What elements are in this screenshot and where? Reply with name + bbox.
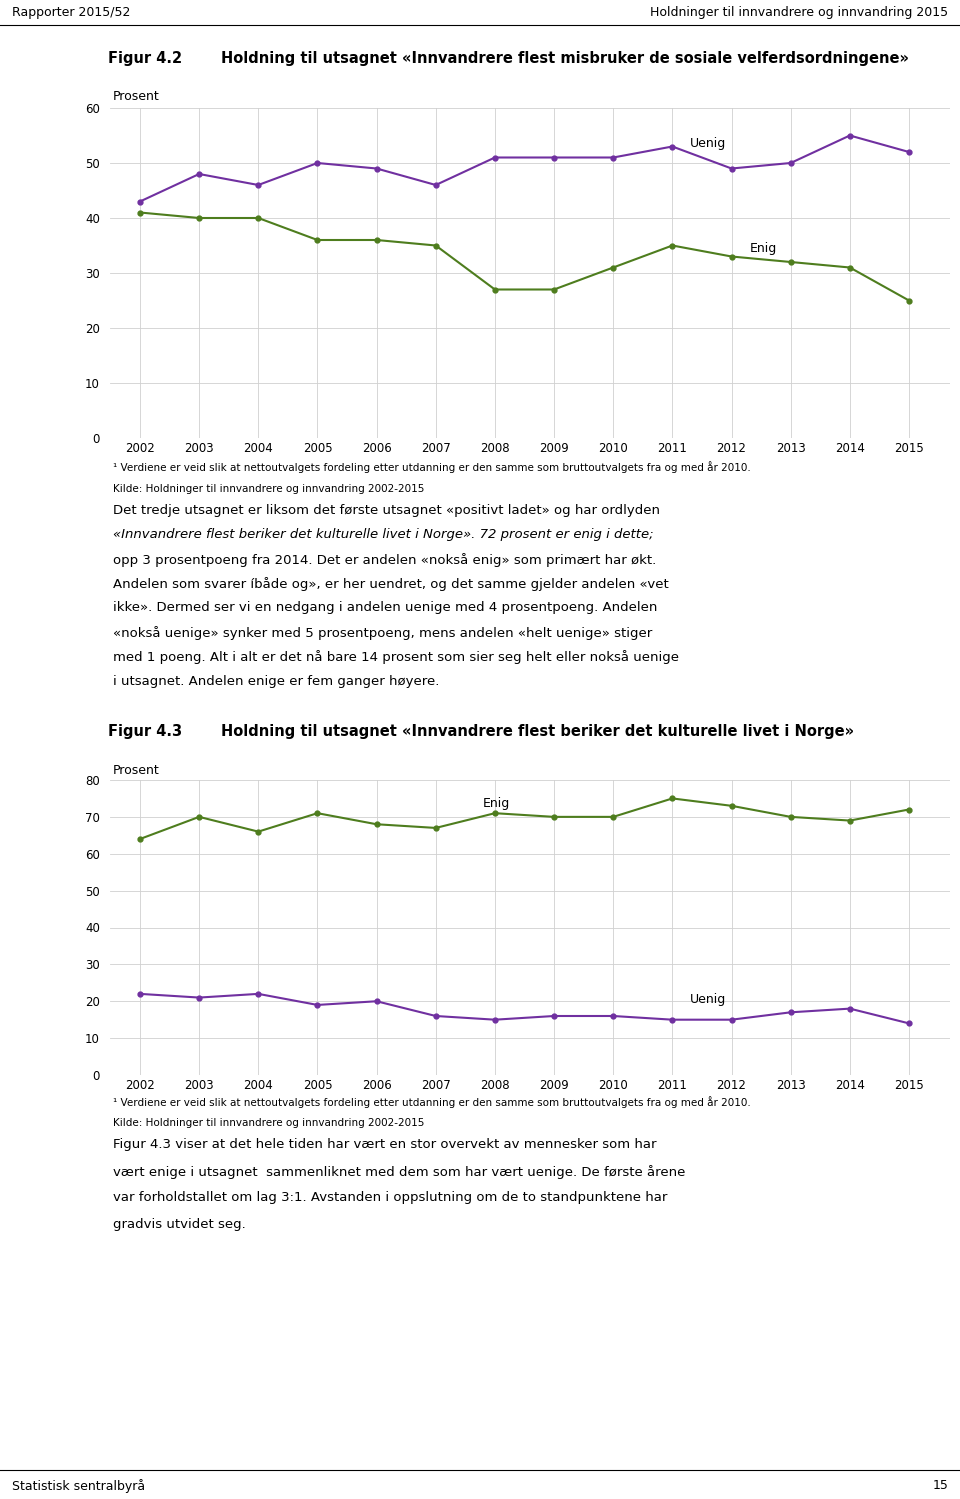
Text: gradvis utvidet seg.: gradvis utvidet seg. (113, 1219, 246, 1231)
Text: opp 3 prosentpoeng fra 2014. Det er andelen «nokså enig» som primært har økt.: opp 3 prosentpoeng fra 2014. Det er ande… (113, 553, 657, 567)
Text: Statistisk sentralbyrå: Statistisk sentralbyrå (12, 1480, 145, 1493)
Text: Rapporter 2015/52: Rapporter 2015/52 (12, 6, 130, 19)
Text: Uenig: Uenig (690, 138, 727, 150)
Text: Prosent: Prosent (113, 90, 159, 103)
Text: Enig: Enig (483, 797, 511, 811)
Text: var forholdstallet om lag 3:1. Avstanden i oppslutning om de to standpunktene ha: var forholdstallet om lag 3:1. Avstanden… (113, 1192, 667, 1204)
Text: Figur 4.2: Figur 4.2 (108, 51, 182, 66)
Text: Uenig: Uenig (690, 992, 727, 1006)
Text: ikke». Dermed ser vi en nedgang i andelen uenige med 4 prosentpoeng. Andelen: ikke». Dermed ser vi en nedgang i andele… (113, 601, 658, 615)
Text: Enig: Enig (749, 241, 777, 255)
Text: «Innvandrere flest beriker det kulturelle livet i Norge». 72 prosent er enig i d: «Innvandrere flest beriker det kulturell… (113, 528, 654, 541)
Text: vært enige i utsagnet  sammenliknet med dem som har vært uenige. De første årene: vært enige i utsagnet sammenliknet med d… (113, 1165, 685, 1178)
Text: Prosent: Prosent (113, 764, 159, 778)
Text: ¹ Verdiene er veid slik at nettoutvalgets fordeling etter utdanning er den samme: ¹ Verdiene er veid slik at nettoutvalget… (113, 460, 751, 472)
Text: Holdning til utsagnet «Innvandrere flest misbruker de sosiale velferdsordningene: Holdning til utsagnet «Innvandrere flest… (221, 51, 909, 66)
Text: Det tredje utsagnet er liksom det første utsagnet «positivt ladet» og har ordlyd: Det tredje utsagnet er liksom det første… (113, 504, 660, 517)
Text: 15: 15 (932, 1480, 948, 1493)
Text: «nokså uenige» synker med 5 prosentpoeng, mens andelen «helt uenige» stiger: «nokså uenige» synker med 5 prosentpoeng… (113, 625, 653, 640)
Text: Holdning til utsagnet «Innvandrere flest beriker det kulturelle livet i Norge»: Holdning til utsagnet «Innvandrere flest… (221, 724, 854, 739)
Text: Figur 4.3 viser at det hele tiden har vært en stor overvekt av mennesker som har: Figur 4.3 viser at det hele tiden har væ… (113, 1138, 657, 1151)
Text: Kilde: Holdninger til innvandrere og innvandring 2002-2015: Kilde: Holdninger til innvandrere og inn… (113, 1118, 424, 1129)
Text: i utsagnet. Andelen enige er fem ganger høyere.: i utsagnet. Andelen enige er fem ganger … (113, 675, 440, 688)
Text: ¹ Verdiene er veid slik at nettoutvalgets fordeling etter utdanning er den samme: ¹ Verdiene er veid slik at nettoutvalget… (113, 1096, 751, 1108)
Text: Figur 4.3: Figur 4.3 (108, 724, 182, 739)
Text: Andelen som svarer íbåde og», er her uendret, og det samme gjelder andelen «vet: Andelen som svarer íbåde og», er her uen… (113, 577, 669, 591)
Text: Holdninger til innvandrere og innvandring 2015: Holdninger til innvandrere og innvandrin… (650, 6, 948, 19)
Text: med 1 poeng. Alt i alt er det nå bare 14 prosent som sier seg helt eller nokså u: med 1 poeng. Alt i alt er det nå bare 14… (113, 651, 679, 664)
Text: Kilde: Holdninger til innvandrere og innvandring 2002-2015: Kilde: Holdninger til innvandrere og inn… (113, 484, 424, 493)
